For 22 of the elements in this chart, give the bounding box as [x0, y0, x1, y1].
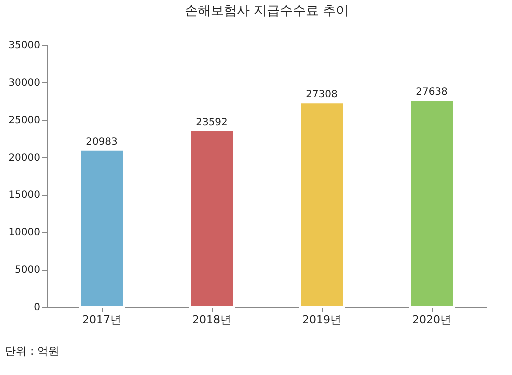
bar: [189, 129, 235, 308]
y-tick-label: 35000: [8, 40, 40, 52]
x-tick-label: 2018년: [192, 314, 232, 326]
data-label: 27638: [416, 87, 448, 98]
y-tick-label: 30000: [8, 78, 40, 89]
data-label: 20983: [86, 136, 118, 148]
y-tick-label: 15000: [8, 190, 40, 202]
bar: [299, 102, 345, 308]
y-tick-label: 20000: [8, 152, 40, 164]
y-tick-label: 5000: [15, 265, 40, 276]
x-tick-label: 2017년: [82, 314, 122, 326]
data-label: 27308: [306, 90, 338, 101]
y-tick-label: 25000: [8, 115, 40, 126]
chart-title: 손해보험사 지급수수료 추이: [184, 4, 350, 19]
data-label: 23592: [196, 117, 228, 128]
y-tick-label: 0: [34, 302, 40, 314]
bar: [409, 99, 455, 308]
bar: [79, 148, 125, 308]
x-tick-label: 2020년: [412, 314, 452, 326]
text: 단위 : 억원: [5, 345, 60, 358]
x-tick-label: 2019년: [302, 314, 342, 326]
y-tick-label: 10000: [8, 228, 40, 239]
